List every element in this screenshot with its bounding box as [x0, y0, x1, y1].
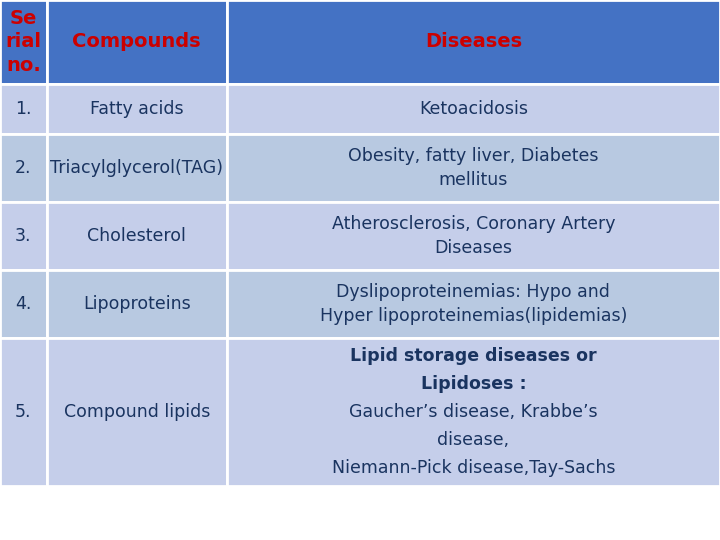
Text: Cholesterol: Cholesterol — [87, 227, 186, 245]
Bar — [227, 84, 720, 134]
Text: Lipoproteins: Lipoproteins — [83, 295, 191, 313]
Bar — [47, 270, 227, 338]
Text: 2.: 2. — [15, 159, 32, 177]
Bar — [227, 270, 720, 338]
Text: Dyslipoproteinemias: Hypo and
Hyper lipoproteinemias(lipidemias): Dyslipoproteinemias: Hypo and Hyper lipo… — [320, 283, 627, 325]
Text: Lipid storage diseases or: Lipid storage diseases or — [350, 347, 597, 365]
Text: disease,: disease, — [437, 431, 510, 449]
Text: Compounds: Compounds — [73, 32, 201, 51]
Bar — [47, 134, 227, 202]
Bar — [0, 202, 47, 270]
Bar — [227, 0, 720, 84]
Text: Triacylglycerol(TAG): Triacylglycerol(TAG) — [50, 159, 223, 177]
Bar — [0, 84, 47, 134]
Bar — [0, 134, 47, 202]
Bar — [47, 84, 227, 134]
Text: 5.: 5. — [15, 403, 32, 421]
Text: Se
rial
no.: Se rial no. — [6, 9, 42, 75]
Text: Atherosclerosis, Coronary Artery
Diseases: Atherosclerosis, Coronary Artery Disease… — [332, 215, 615, 257]
Bar — [0, 0, 47, 84]
Text: Obesity, fatty liver, Diabetes
mellitus: Obesity, fatty liver, Diabetes mellitus — [348, 147, 598, 189]
Text: 3.: 3. — [15, 227, 32, 245]
Bar — [47, 338, 227, 486]
Text: Niemann-Pick disease,Tay-Sachs: Niemann-Pick disease,Tay-Sachs — [332, 459, 615, 477]
Text: Gaucher’s disease, Krabbe’s: Gaucher’s disease, Krabbe’s — [349, 403, 598, 421]
Bar — [227, 202, 720, 270]
Text: Lipidoses :: Lipidoses : — [420, 375, 526, 393]
Bar — [227, 338, 720, 486]
Text: 4.: 4. — [15, 295, 32, 313]
Text: Diseases: Diseases — [425, 32, 522, 51]
Bar — [47, 202, 227, 270]
Text: Compound lipids: Compound lipids — [63, 403, 210, 421]
Text: 1.: 1. — [15, 100, 32, 118]
Bar — [0, 270, 47, 338]
Bar — [0, 338, 47, 486]
Text: Fatty acids: Fatty acids — [90, 100, 184, 118]
Bar — [47, 0, 227, 84]
Text: Ketoacidosis: Ketoacidosis — [419, 100, 528, 118]
Bar — [227, 134, 720, 202]
